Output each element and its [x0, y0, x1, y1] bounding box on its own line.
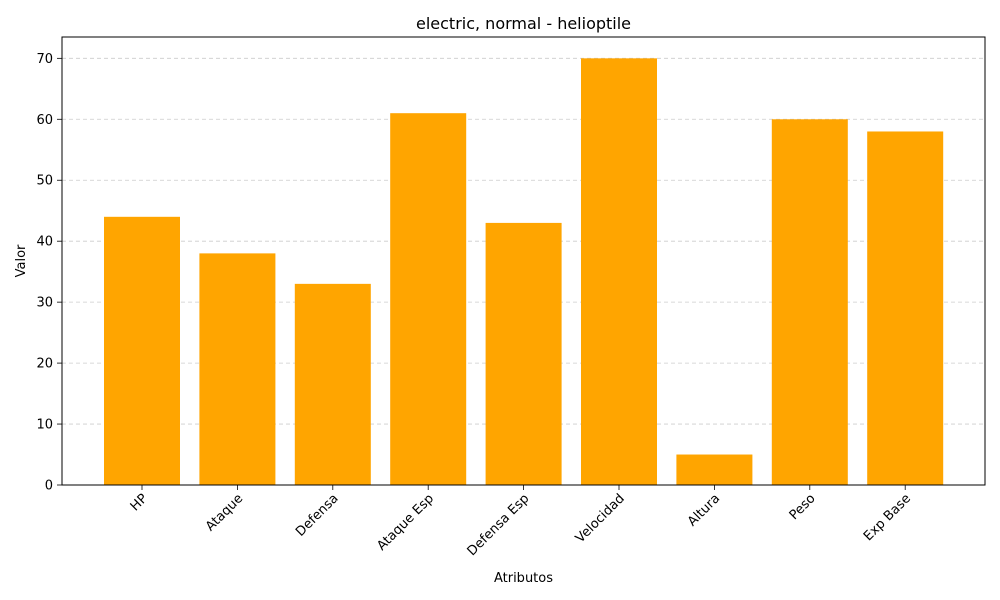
bar-ataque — [199, 253, 276, 485]
y-axis-title: Valor — [14, 244, 29, 277]
y-tick-label: 40 — [36, 235, 53, 250]
bar-exp-base — [867, 131, 944, 485]
x-tick-label: Altura — [685, 491, 723, 529]
y-tick-label: 0 — [45, 479, 53, 494]
x-tick-label: Defensa Esp — [465, 491, 533, 559]
x-tick-label: Exp Base — [861, 491, 914, 544]
bar-defensa-esp — [485, 222, 562, 485]
y-tick-label: 10 — [36, 418, 53, 433]
bar-hp — [104, 216, 180, 486]
x-tick-label: Peso — [787, 491, 819, 523]
x-tick-label: Velocidad — [573, 491, 628, 546]
y-ticks: 0 10 20 30 40 50 60 70 — [36, 52, 62, 494]
bars — [104, 58, 944, 486]
x-axis-title: Atributos — [494, 571, 553, 586]
bar-altura — [676, 454, 753, 485]
y-tick-label: 20 — [36, 357, 53, 372]
bar-velocidad — [581, 58, 657, 485]
x-tick-label: Defensa — [293, 491, 341, 539]
y-tick-label: 30 — [36, 296, 53, 311]
bar-defensa — [294, 283, 371, 485]
bar-peso — [771, 119, 848, 486]
x-tick-label: HP — [128, 491, 151, 514]
y-tick-label: 70 — [36, 52, 53, 67]
x-tick-label: Ataque — [203, 491, 246, 534]
x-ticks: HP Ataque Defensa Ataque Esp Defensa Esp Velo… — [128, 485, 914, 559]
y-tick-label: 50 — [36, 174, 53, 189]
chart-title: electric, normal - helioptile — [416, 14, 631, 33]
x-tick-label: Ataque Esp — [374, 491, 437, 554]
y-tick-label: 60 — [36, 113, 53, 128]
bar-ataque-esp — [390, 113, 467, 485]
